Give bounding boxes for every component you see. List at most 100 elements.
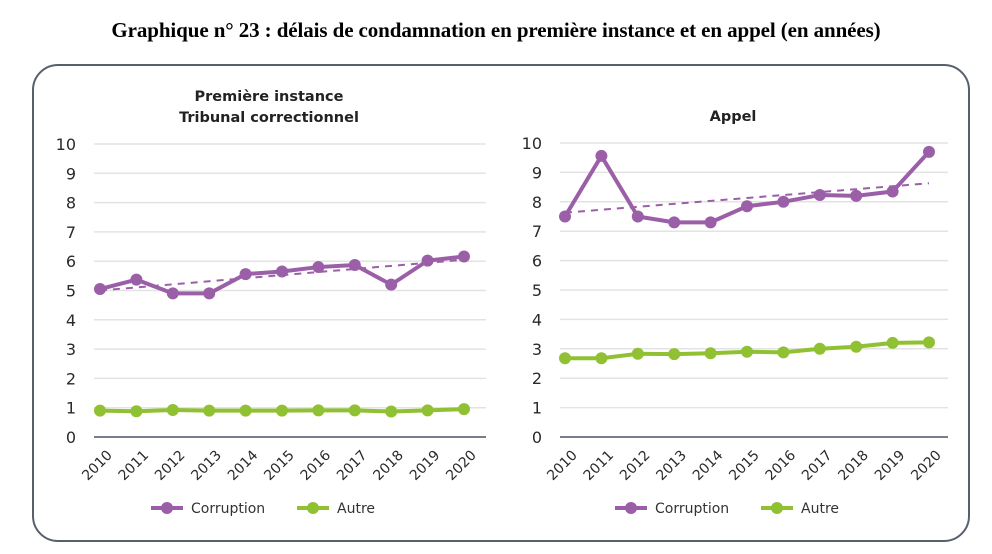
y-tick-label: 10 <box>56 135 76 154</box>
data-point-autre <box>239 404 252 417</box>
y-tick-label: 6 <box>66 252 76 271</box>
chart-title-line: Tribunal correctionnel <box>179 110 359 126</box>
y-tick-label: 0 <box>532 428 542 447</box>
data-point-autre <box>94 404 106 417</box>
data-point-corruption <box>704 216 717 229</box>
data-point-autre <box>741 345 753 358</box>
data-point-autre <box>166 404 179 417</box>
data-point-corruption <box>312 261 325 274</box>
y-tick-label: 10 <box>522 134 542 153</box>
x-tick-label: 2013 <box>188 447 225 484</box>
legend-label-corruption: Corruption <box>191 501 265 517</box>
legend-marker-autre <box>771 502 783 514</box>
data-point-autre <box>886 336 899 349</box>
data-point-autre <box>276 404 288 417</box>
data-point-autre <box>421 404 434 417</box>
legend-label-autre: Autre <box>801 501 839 517</box>
data-point-corruption <box>813 189 826 202</box>
y-tick-label: 5 <box>532 281 542 300</box>
x-tick-label: 2017 <box>799 447 836 484</box>
legend-marker-autre <box>307 502 319 514</box>
x-tick-label: 2018 <box>370 447 407 484</box>
x-tick-label: 2019 <box>872 447 909 484</box>
data-point-corruption <box>923 145 935 158</box>
x-tick-label: 2020 <box>443 447 480 484</box>
data-point-corruption <box>421 254 434 267</box>
data-point-corruption <box>239 268 252 281</box>
data-point-corruption <box>668 216 681 229</box>
x-tick-label: 2014 <box>690 447 727 484</box>
figure-frame <box>32 64 970 542</box>
legend: Corruption Autre <box>615 501 839 517</box>
data-point-corruption <box>595 149 608 162</box>
x-tick-label: 2013 <box>653 447 690 484</box>
y-tick-label: 3 <box>532 340 542 359</box>
data-point-corruption <box>130 273 143 286</box>
data-point-autre <box>312 404 325 417</box>
y-tick-label: 5 <box>66 282 76 301</box>
data-point-corruption <box>777 195 790 208</box>
data-point-autre <box>668 348 681 361</box>
data-point-autre <box>130 405 143 418</box>
data-point-autre <box>559 352 571 365</box>
data-point-autre <box>631 347 644 360</box>
y-tick-label: 2 <box>66 369 76 388</box>
x-tick-label: 2015 <box>726 447 763 484</box>
data-point-autre <box>923 336 935 349</box>
data-point-corruption <box>458 250 470 263</box>
x-tick-label: 2010 <box>544 447 581 484</box>
x-tick-label: 2012 <box>617 447 654 484</box>
chart-title-line: Appel <box>710 109 757 125</box>
data-point-corruption <box>166 287 179 300</box>
legend-marker-corruption <box>625 502 637 514</box>
data-point-corruption <box>741 200 753 213</box>
trendline-corruption <box>564 182 930 214</box>
y-tick-label: 1 <box>66 399 76 418</box>
x-tick-label: 2011 <box>581 447 618 484</box>
y-tick-label: 4 <box>532 310 542 329</box>
y-tick-label: 1 <box>532 399 542 418</box>
y-tick-label: 7 <box>532 222 542 241</box>
x-tick-label: 2010 <box>79 447 116 484</box>
data-point-autre <box>704 347 717 360</box>
data-point-corruption <box>850 189 863 202</box>
x-tick-label: 2017 <box>334 447 371 484</box>
y-tick-label: 9 <box>532 163 542 182</box>
y-tick-label: 6 <box>532 252 542 271</box>
x-tick-label: 2012 <box>152 447 189 484</box>
x-tick-label: 2020 <box>908 447 945 484</box>
figure-title: Graphique n° 23 : délais de condamnation… <box>111 18 881 42</box>
data-point-autre <box>203 404 216 417</box>
data-point-corruption <box>385 278 398 291</box>
y-tick-label: 3 <box>66 340 76 359</box>
data-point-corruption <box>886 185 899 198</box>
data-point-autre <box>458 403 470 416</box>
data-point-autre <box>850 340 863 353</box>
chart-premiere-instance: Première instance Tribunal correctionnel 0… <box>56 89 486 517</box>
y-tick-label: 4 <box>66 311 76 330</box>
y-tick-label: 0 <box>66 428 76 447</box>
chart-title-line: Première instance <box>195 89 344 105</box>
legend-label-autre: Autre <box>337 501 375 517</box>
y-tick-label: 7 <box>66 223 76 242</box>
y-tick-label: 8 <box>66 194 76 213</box>
data-point-corruption <box>203 287 216 300</box>
data-point-corruption <box>348 259 361 272</box>
legend: Corruption Autre <box>151 501 375 517</box>
data-point-autre <box>348 404 361 417</box>
legend-label-corruption: Corruption <box>655 501 729 517</box>
data-point-autre <box>385 405 398 418</box>
data-point-corruption <box>559 210 571 223</box>
legend-marker-corruption <box>161 502 173 514</box>
x-tick-label: 2019 <box>407 447 444 484</box>
x-tick-label: 2018 <box>835 447 872 484</box>
y-tick-label: 9 <box>66 164 76 183</box>
data-point-corruption <box>631 210 644 223</box>
y-tick-label: 2 <box>532 369 542 388</box>
data-point-autre <box>595 352 608 365</box>
y-tick-label: 8 <box>532 193 542 212</box>
data-point-corruption <box>94 283 106 296</box>
x-tick-label: 2016 <box>763 447 800 484</box>
